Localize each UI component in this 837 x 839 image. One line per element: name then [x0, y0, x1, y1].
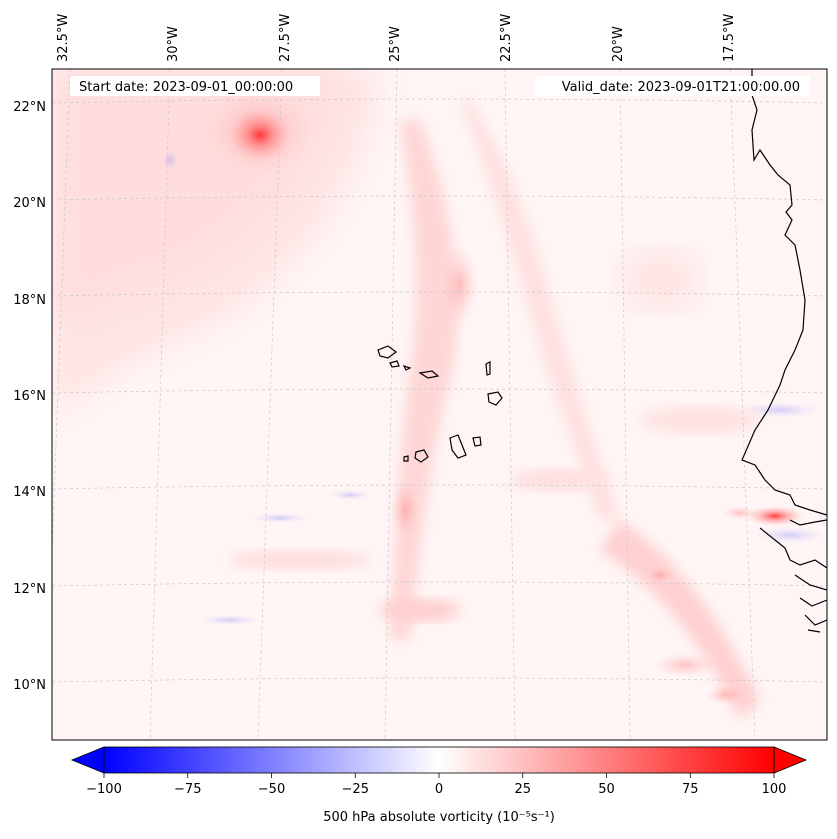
lat-label: 16°N: [13, 389, 46, 404]
colorbar-tick-label: −25: [342, 782, 369, 797]
lat-label: 14°N: [13, 485, 46, 500]
sao-vicente-island: [389, 360, 400, 368]
colorbar-tick-label: 75: [682, 782, 699, 797]
guinea-coast: [759, 527, 827, 633]
lon-label: 17.5°W: [722, 14, 737, 62]
start-date-label: Start date: 2023-09-01_00:00:00: [79, 80, 293, 95]
sao-nicolau-island: [418, 370, 440, 379]
gridlines: [52, 69, 827, 740]
santo-antao-island: [377, 345, 397, 359]
sal-island: [485, 361, 491, 376]
colorbar-tick-label: 50: [598, 782, 615, 797]
lat-label: 20°N: [13, 196, 46, 211]
colorbar: −100 −75 −50 −25 0 25 50 75 100 500 hPa absolute…: [70, 746, 808, 825]
lat-label: 10°N: [13, 678, 46, 693]
maio-island: [472, 436, 482, 447]
latitude-labels: 22°N 20°N 18°N 16°N 14°N 12°N 10°N: [13, 100, 46, 693]
valid-date-label: Valid_date: 2023-09-01T21:00:00.00: [562, 80, 800, 95]
lon-label: 32.5°W: [56, 14, 71, 62]
lat-label: 22°N: [13, 100, 46, 115]
map-frame: [51, 68, 828, 741]
africa-coastline: [741, 69, 827, 516]
boa-vista-island: [487, 391, 503, 406]
lon-label: 27.5°W: [278, 14, 293, 62]
colorbar-tick-label: −50: [258, 782, 285, 797]
santiago-island: [449, 434, 467, 459]
colorbar-tick-label: 0: [435, 782, 443, 797]
lon-label: 30°W: [166, 26, 181, 62]
lat-label: 12°N: [13, 582, 46, 597]
colorbar-gradient: [103, 746, 775, 774]
santa-luzia-island: [402, 364, 412, 371]
gambia-coast: [789, 519, 827, 526]
colorbar-right-extend: [773, 746, 808, 774]
colorbar-tick-label: 100: [762, 782, 787, 797]
lon-label: 20°W: [611, 26, 626, 62]
coastlines: [377, 69, 827, 633]
lon-label: 25°W: [388, 26, 403, 62]
colorbar-tick-label: −75: [174, 782, 201, 797]
brava-island: [403, 455, 409, 462]
longitude-labels: 32.5°W 30°W 27.5°W 25°W 22.5°W 20°W 17.5…: [56, 14, 737, 62]
vorticity-field: [52, 69, 827, 740]
colorbar-ticks: −100 −75 −50 −25 0 25 50 75 100: [86, 773, 786, 797]
colorbar-tick-label: 25: [514, 782, 531, 797]
lat-label: 18°N: [13, 293, 46, 308]
colorbar-label: 500 hPa absolute vorticity (10⁻⁵s⁻¹): [323, 810, 555, 825]
fogo-island: [414, 449, 429, 463]
colorbar-left-extend: [70, 746, 105, 774]
lon-label: 22.5°W: [499, 14, 514, 62]
colorbar-tick-label: −100: [86, 782, 122, 797]
